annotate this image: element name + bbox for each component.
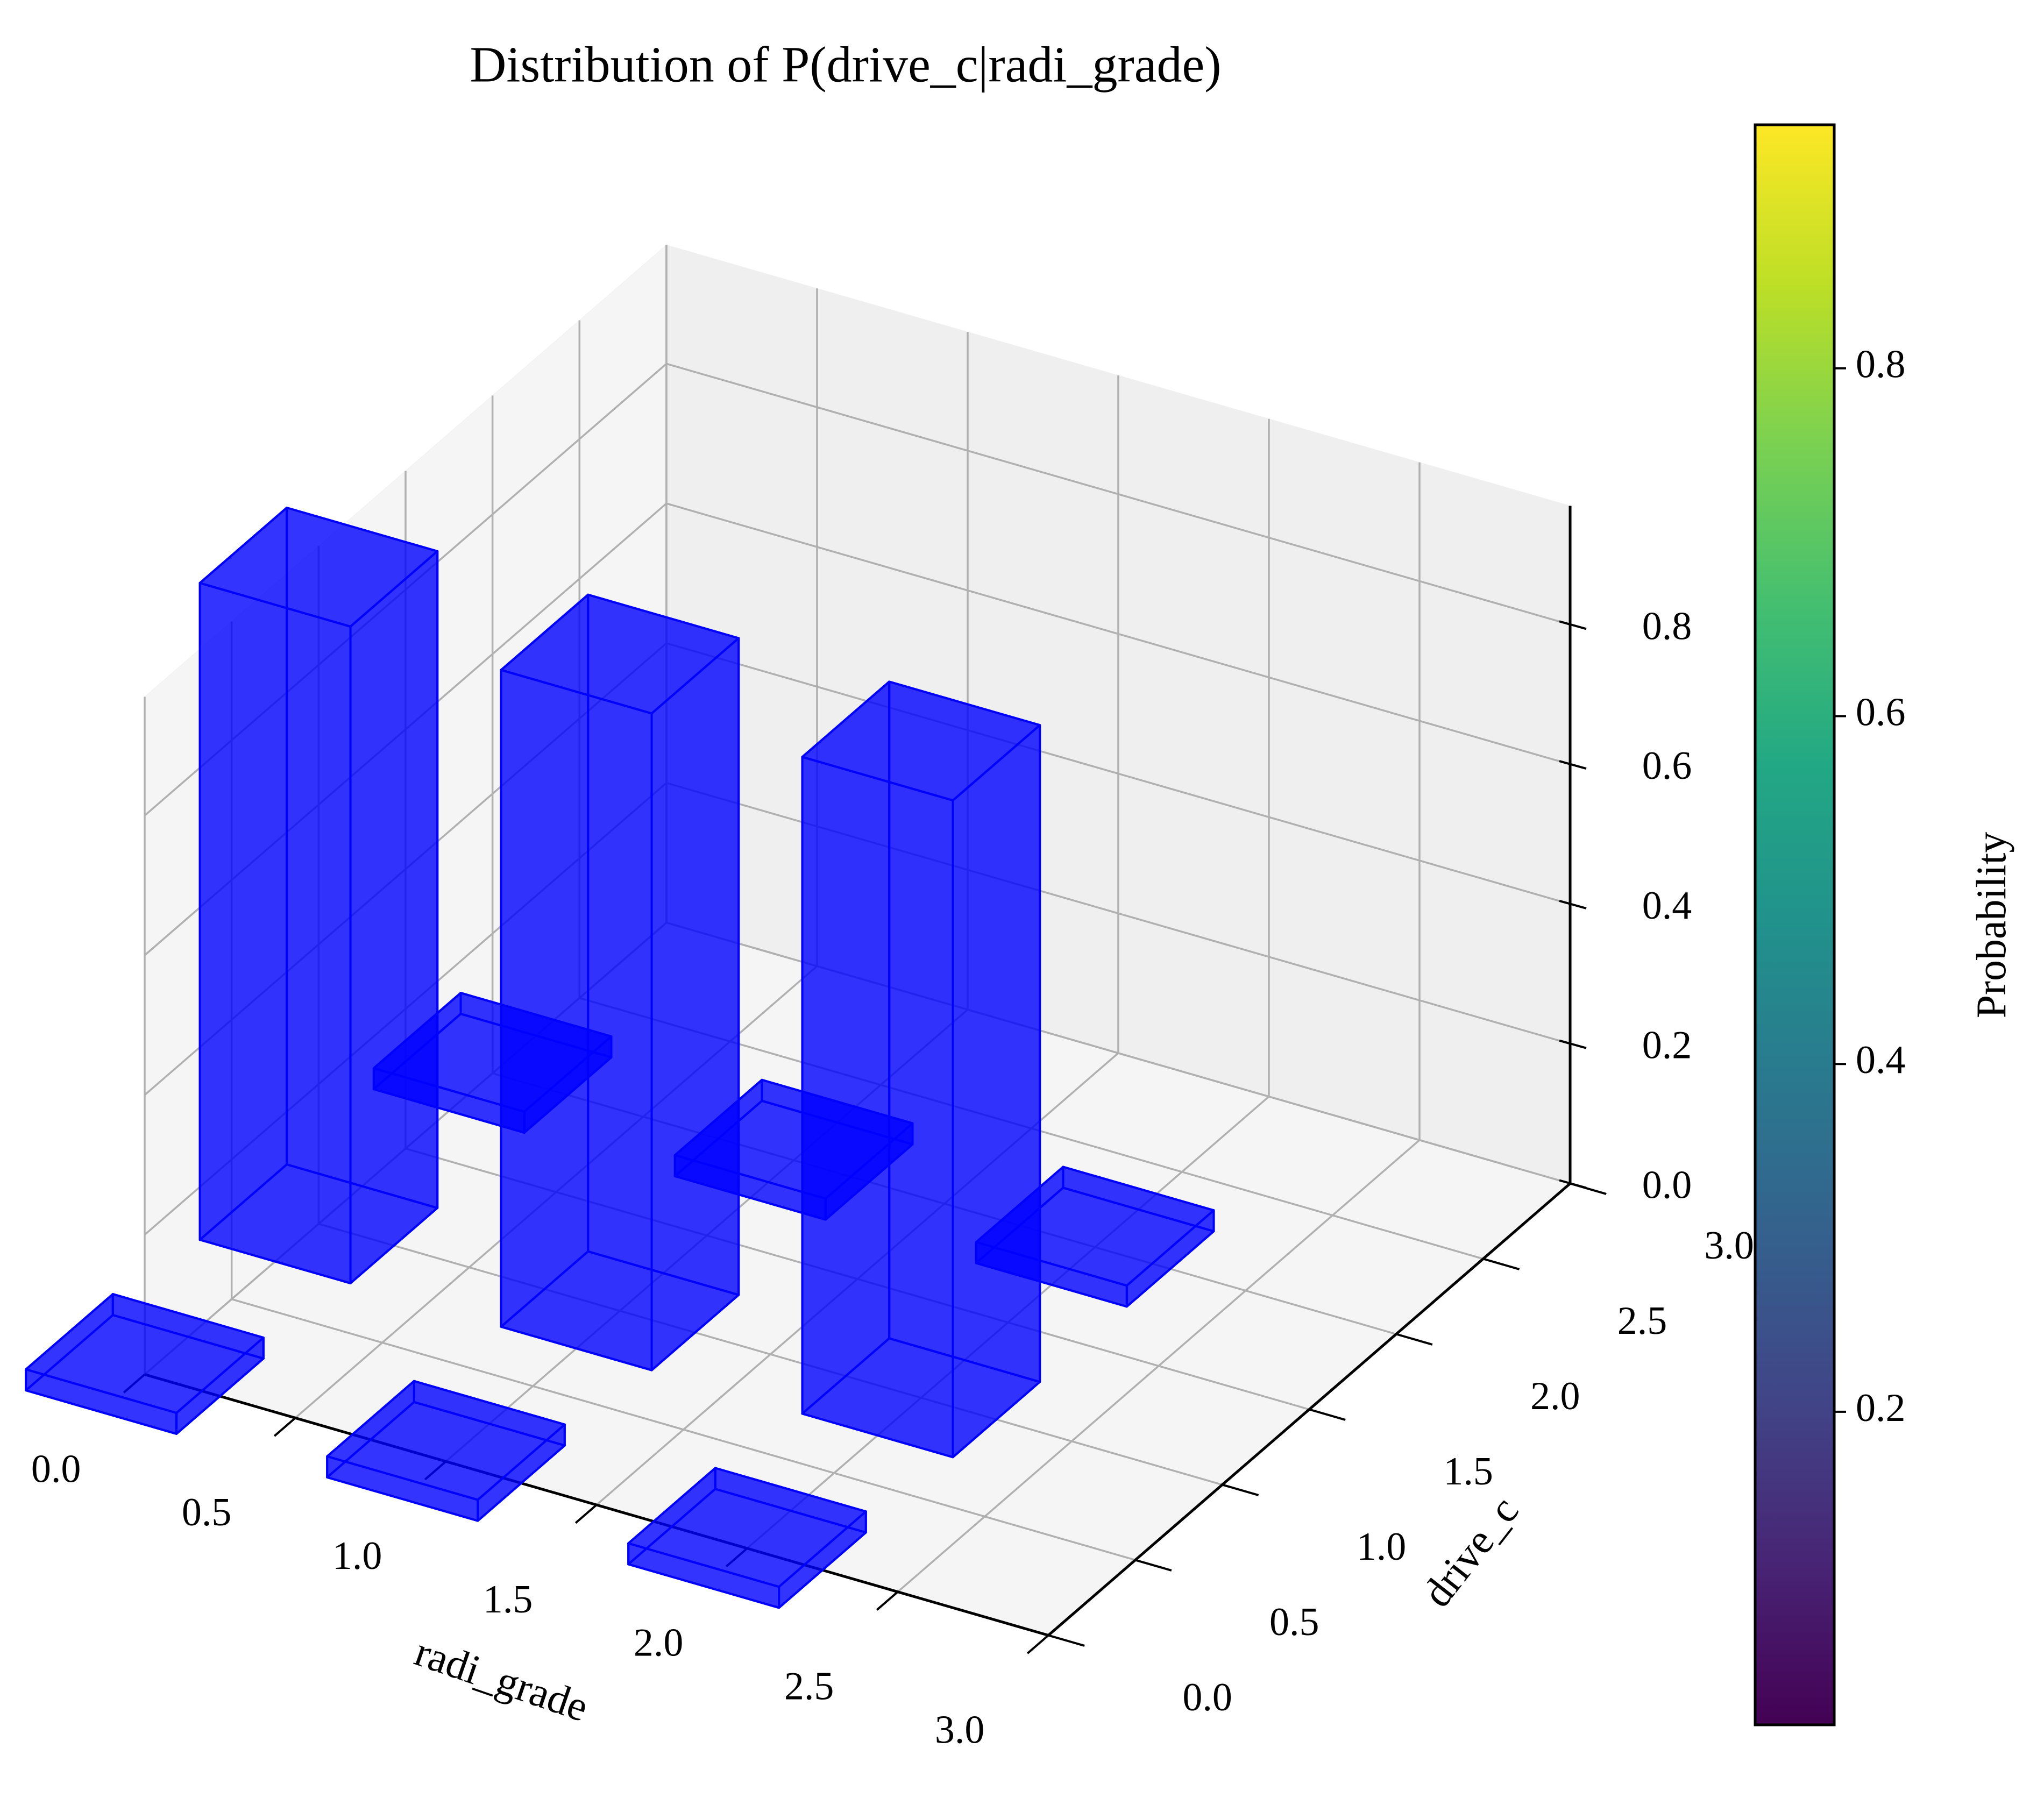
y-tick (1309, 1408, 1346, 1421)
y-tick (1135, 1559, 1172, 1572)
x-tick-label: 3.0 (935, 1708, 985, 1752)
x-tick (876, 1591, 899, 1611)
y-tick (1396, 1333, 1433, 1346)
grid-line (318, 1223, 1223, 1486)
x-tick (1026, 1634, 1049, 1654)
colorbar-tick-label: 0.2 (1856, 1386, 1906, 1430)
y-tick (1222, 1483, 1259, 1496)
x-tick-label: 2.0 (634, 1621, 684, 1665)
z-tick (1559, 1039, 1587, 1049)
y-tick-label: 3.0 (1704, 1224, 1754, 1268)
x-axis-label: radi_grade (409, 1628, 594, 1730)
x-tick (574, 1504, 598, 1524)
z-tick (1559, 899, 1587, 909)
bar-face (627, 1542, 780, 1609)
x-tick-label: 0.0 (31, 1447, 81, 1491)
y-tick (1048, 1634, 1085, 1647)
y-tick-label: 1.0 (1357, 1525, 1407, 1569)
chart-title: Distribution of P(drive_c|radi_grade) (470, 37, 1221, 93)
y-tick-label: 0.5 (1269, 1600, 1319, 1644)
grid-line (666, 502, 1571, 765)
y-axis-label: drive_c (1413, 1488, 1528, 1616)
z-tick (1559, 1179, 1587, 1189)
y-tick-label: 2.0 (1530, 1374, 1580, 1418)
bar-face (198, 507, 439, 628)
colorbar-label: Probability (1968, 832, 2014, 1019)
axes (123, 506, 1607, 1654)
bar-face (500, 593, 740, 715)
bar-face (500, 669, 653, 1371)
grid-line (231, 1298, 1136, 1561)
z-tick-label: 0.2 (1642, 1024, 1692, 1068)
colorbar-tick-label: 0.8 (1856, 343, 1906, 387)
colorbar-tick-label: 0.6 (1856, 690, 1906, 734)
y-tick-label: 1.5 (1443, 1449, 1493, 1494)
grid-line (666, 642, 1571, 905)
bar-face (801, 756, 954, 1459)
z-tick (1559, 620, 1587, 630)
bar-face (650, 637, 740, 1371)
x-tick-label: 0.5 (182, 1490, 232, 1534)
colorbar-tick-label: 0.4 (1856, 1038, 1906, 1082)
bar-face (25, 1368, 178, 1435)
y-tick (1482, 1257, 1520, 1270)
x-tick-label: 1.5 (483, 1577, 533, 1622)
bar-face (801, 680, 1041, 802)
grid-line (666, 363, 1571, 626)
y-tick-label: 0.0 (1182, 1675, 1232, 1719)
z-tick (1559, 760, 1587, 770)
x-tick-label: 2.5 (784, 1664, 834, 1708)
z-tick-label: 0.0 (1642, 1163, 1692, 1207)
bar-face (326, 1455, 479, 1522)
bar-face (952, 724, 1041, 1459)
z-tick-label: 0.4 (1642, 884, 1692, 928)
y-tick-label: 2.5 (1617, 1299, 1667, 1343)
x-tick-label: 1.0 (332, 1534, 382, 1578)
z-tick-label: 0.8 (1642, 604, 1692, 648)
x-tick (273, 1417, 296, 1437)
colorbar (1754, 123, 1836, 1726)
bars (25, 507, 1215, 1609)
z-tick-label: 0.6 (1642, 744, 1692, 788)
bar-face (349, 550, 439, 1284)
bar-face (198, 582, 352, 1284)
